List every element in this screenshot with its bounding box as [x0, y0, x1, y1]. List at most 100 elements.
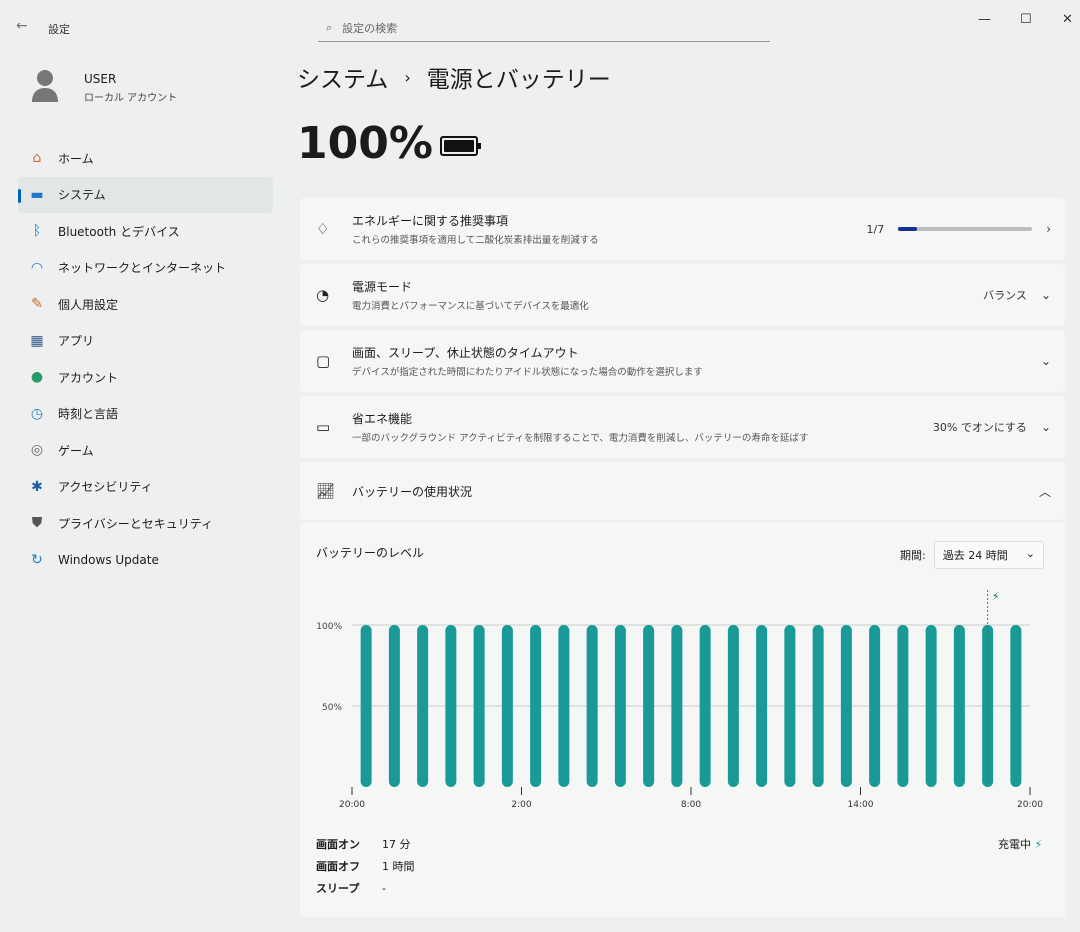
sidebar-item-label: アクセシビリティ [58, 480, 153, 495]
gamepad-icon: ◎ [30, 442, 44, 459]
stat-row: スリープ - [316, 880, 415, 902]
battery-bar [671, 625, 683, 787]
settings-card-3[interactable]: ▭ 省エネ機能一部のバックグラウンド アクティビティを制限することで、電力消費を削… [300, 396, 1065, 458]
battery-bar [727, 625, 739, 787]
sidebar-item-8[interactable]: ◎ ゲーム [18, 432, 273, 469]
chevron-down-icon: ⌄ [1040, 354, 1051, 368]
battery-bar [614, 625, 626, 787]
sidebar-item-0[interactable]: ⌂ ホーム [18, 140, 273, 177]
card-value: 30% でオンにする [932, 421, 1027, 434]
settings-card-1[interactable]: ◔ 電源モード電力消費とパフォーマンスに基づいてデバイスを最適化 バランス ⌄ [300, 264, 1065, 326]
card-title: 電源モード [352, 280, 413, 294]
sidebar-item-10[interactable]: ⛊ プライバシーとセキュリティ [18, 505, 273, 542]
battery-bar [360, 625, 372, 787]
sidebar-item-9[interactable]: ✱ アクセシビリティ [18, 469, 273, 506]
x-tick-label: 20:00 [339, 800, 365, 810]
battery-bar [445, 625, 457, 787]
sidebar-item-label: プライバシーとセキュリティ [58, 516, 214, 531]
update-icon: ↻ [31, 551, 43, 568]
usage-stats: 画面オン 17 分画面オフ 1 時間 スリープ - [316, 836, 415, 902]
stat-label: スリープ [316, 882, 360, 895]
battery-bar [558, 625, 570, 787]
close-button[interactable]: ✕ [1062, 12, 1073, 27]
bluetooth-icon: ᛒ [32, 223, 42, 240]
sidebar-item-1[interactable]: ▬ システム [18, 176, 273, 213]
period-selector: 期間: 過去 24 時間 ⌄ [900, 541, 1044, 569]
stat-value: 17 分 [382, 838, 411, 851]
sidebar-item-label: 時刻と言語 [58, 407, 119, 422]
battery-bar [756, 625, 768, 787]
charging-label: 充電中 [998, 838, 1031, 851]
chevron-down-icon: ⌄ [1040, 288, 1051, 302]
app-title: 設定 [48, 23, 70, 36]
sidebar-item-6[interactable]: ● アカウント [18, 359, 273, 396]
battery-bar [925, 625, 937, 787]
back-arrow-icon[interactable]: ← [16, 18, 28, 34]
battery-bar [1010, 625, 1022, 787]
battery-level-chart: 100% 50% 20:00 2:00 8:00 14:00 20:00 ⚡︎ [316, 590, 1043, 810]
sidebar-item-label: Windows Update [58, 552, 159, 567]
battery-bar [501, 625, 513, 787]
sidebar-item-label: アプリ [58, 334, 95, 349]
sidebar-item-11[interactable]: ↻ Windows Update [18, 542, 273, 579]
maximize-button[interactable]: ☐ [1020, 12, 1032, 27]
home-icon: ⌂ [32, 150, 42, 167]
page-title: 電源とバッテリー [426, 67, 611, 93]
card-title: 省エネ機能 [352, 412, 413, 426]
card-title: エネルギーに関する推奨事項 [352, 214, 509, 228]
battery-bar [897, 625, 909, 787]
settings-card-0[interactable]: ♢ エネルギーに関する推奨事項これらの推奨事項を適用して二酸化炭素排出量を削減する… [300, 198, 1065, 260]
chevron-right-icon: › [1046, 222, 1051, 236]
charging-status: 充電中 ⚡︎ [998, 836, 1042, 852]
x-tick-label: 2:00 [511, 800, 531, 810]
sidebar-item-5[interactable]: ▦ アプリ [18, 323, 273, 360]
card-subtitle: 一部のバックグラウンド アクティビティを制限することで、電力消費を削減し、バッテ… [352, 433, 809, 444]
card-subtitle: デバイスが指定された時間にわたりアイドル状態になった場合の動作を選択します [352, 367, 703, 378]
chevron-down-icon: ⌄ [1025, 547, 1035, 560]
card-subtitle: これらの推奨事項を適用して二酸化炭素排出量を削減する [352, 235, 599, 246]
accessibility-icon: ✱ [31, 478, 43, 495]
battery-bar [388, 625, 400, 787]
sidebar-item-label: Bluetooth とデバイス [58, 224, 180, 239]
brush-icon: ✎ [31, 296, 43, 313]
battery-bar [530, 625, 542, 787]
wifi-icon: ◠ [30, 259, 44, 276]
card-title: 画面、スリープ、休止状態のタイムアウト [352, 346, 579, 360]
battery-bar [473, 625, 485, 787]
sidebar-item-label: ゲーム [58, 443, 94, 458]
sidebar-item-3[interactable]: ◠ ネットワークとインターネット [18, 250, 273, 287]
period-label: 期間: [900, 549, 926, 562]
chevron-up-icon: ︿ [1038, 484, 1051, 499]
battery-bar [417, 625, 429, 787]
sidebar-item-2[interactable]: ᛒ Bluetooth とデバイス [18, 213, 273, 250]
card-value: バランス [983, 289, 1027, 302]
sidebar-item-4[interactable]: ✎ 個人用設定 [18, 286, 273, 323]
stat-label: 画面オフ [316, 860, 360, 873]
apps-icon: ▦ [30, 332, 44, 349]
x-tick-label: 14:00 [848, 800, 874, 810]
x-tick-label: 8:00 [681, 800, 701, 810]
minimize-button[interactable]: — [978, 12, 991, 27]
power-mode-icon: ◔ [316, 286, 330, 304]
card-value: 1/7 [866, 222, 885, 236]
card-subtitle: 電力消費とパフォーマンスに基づいてデバイスを最適化 [352, 301, 589, 312]
battery-bar [699, 625, 711, 787]
avatar[interactable] [30, 68, 60, 102]
breadcrumb: システム › 電源とバッテリー [297, 60, 611, 94]
breadcrumb-parent[interactable]: システム [297, 67, 389, 93]
battery-bar [953, 625, 965, 787]
battery-saver-icon: ▭ [316, 418, 331, 436]
sidebar-item-7[interactable]: ◷ 時刻と言語 [18, 396, 273, 433]
title-bar: ← 設定 ⌕ 設定の検索 — ☐ ✕ [0, 0, 1080, 44]
battery-usage-header[interactable]: 📈︎ バッテリーの使用状況 ︿ [300, 462, 1065, 520]
shield-icon: ⛊ [31, 515, 43, 532]
battery-usage-title: バッテリーの使用状況 [352, 484, 473, 499]
settings-card-2[interactable]: ▢ 画面、スリープ、休止状態のタイムアウト デバイスが指定された時間にわたりアイドル… [300, 330, 1065, 392]
sidebar-item-label: アカウント [58, 370, 119, 385]
lightning-icon: ⚡︎ [992, 590, 1000, 603]
battery-bar [812, 625, 824, 787]
search-input[interactable]: ⌕ 設定の検索 [318, 14, 770, 42]
period-dropdown[interactable]: 過去 24 時間 ⌄ [933, 541, 1044, 569]
leaf-icon: ♢ [316, 220, 330, 238]
clock-globe-icon: ◷ [30, 405, 44, 422]
